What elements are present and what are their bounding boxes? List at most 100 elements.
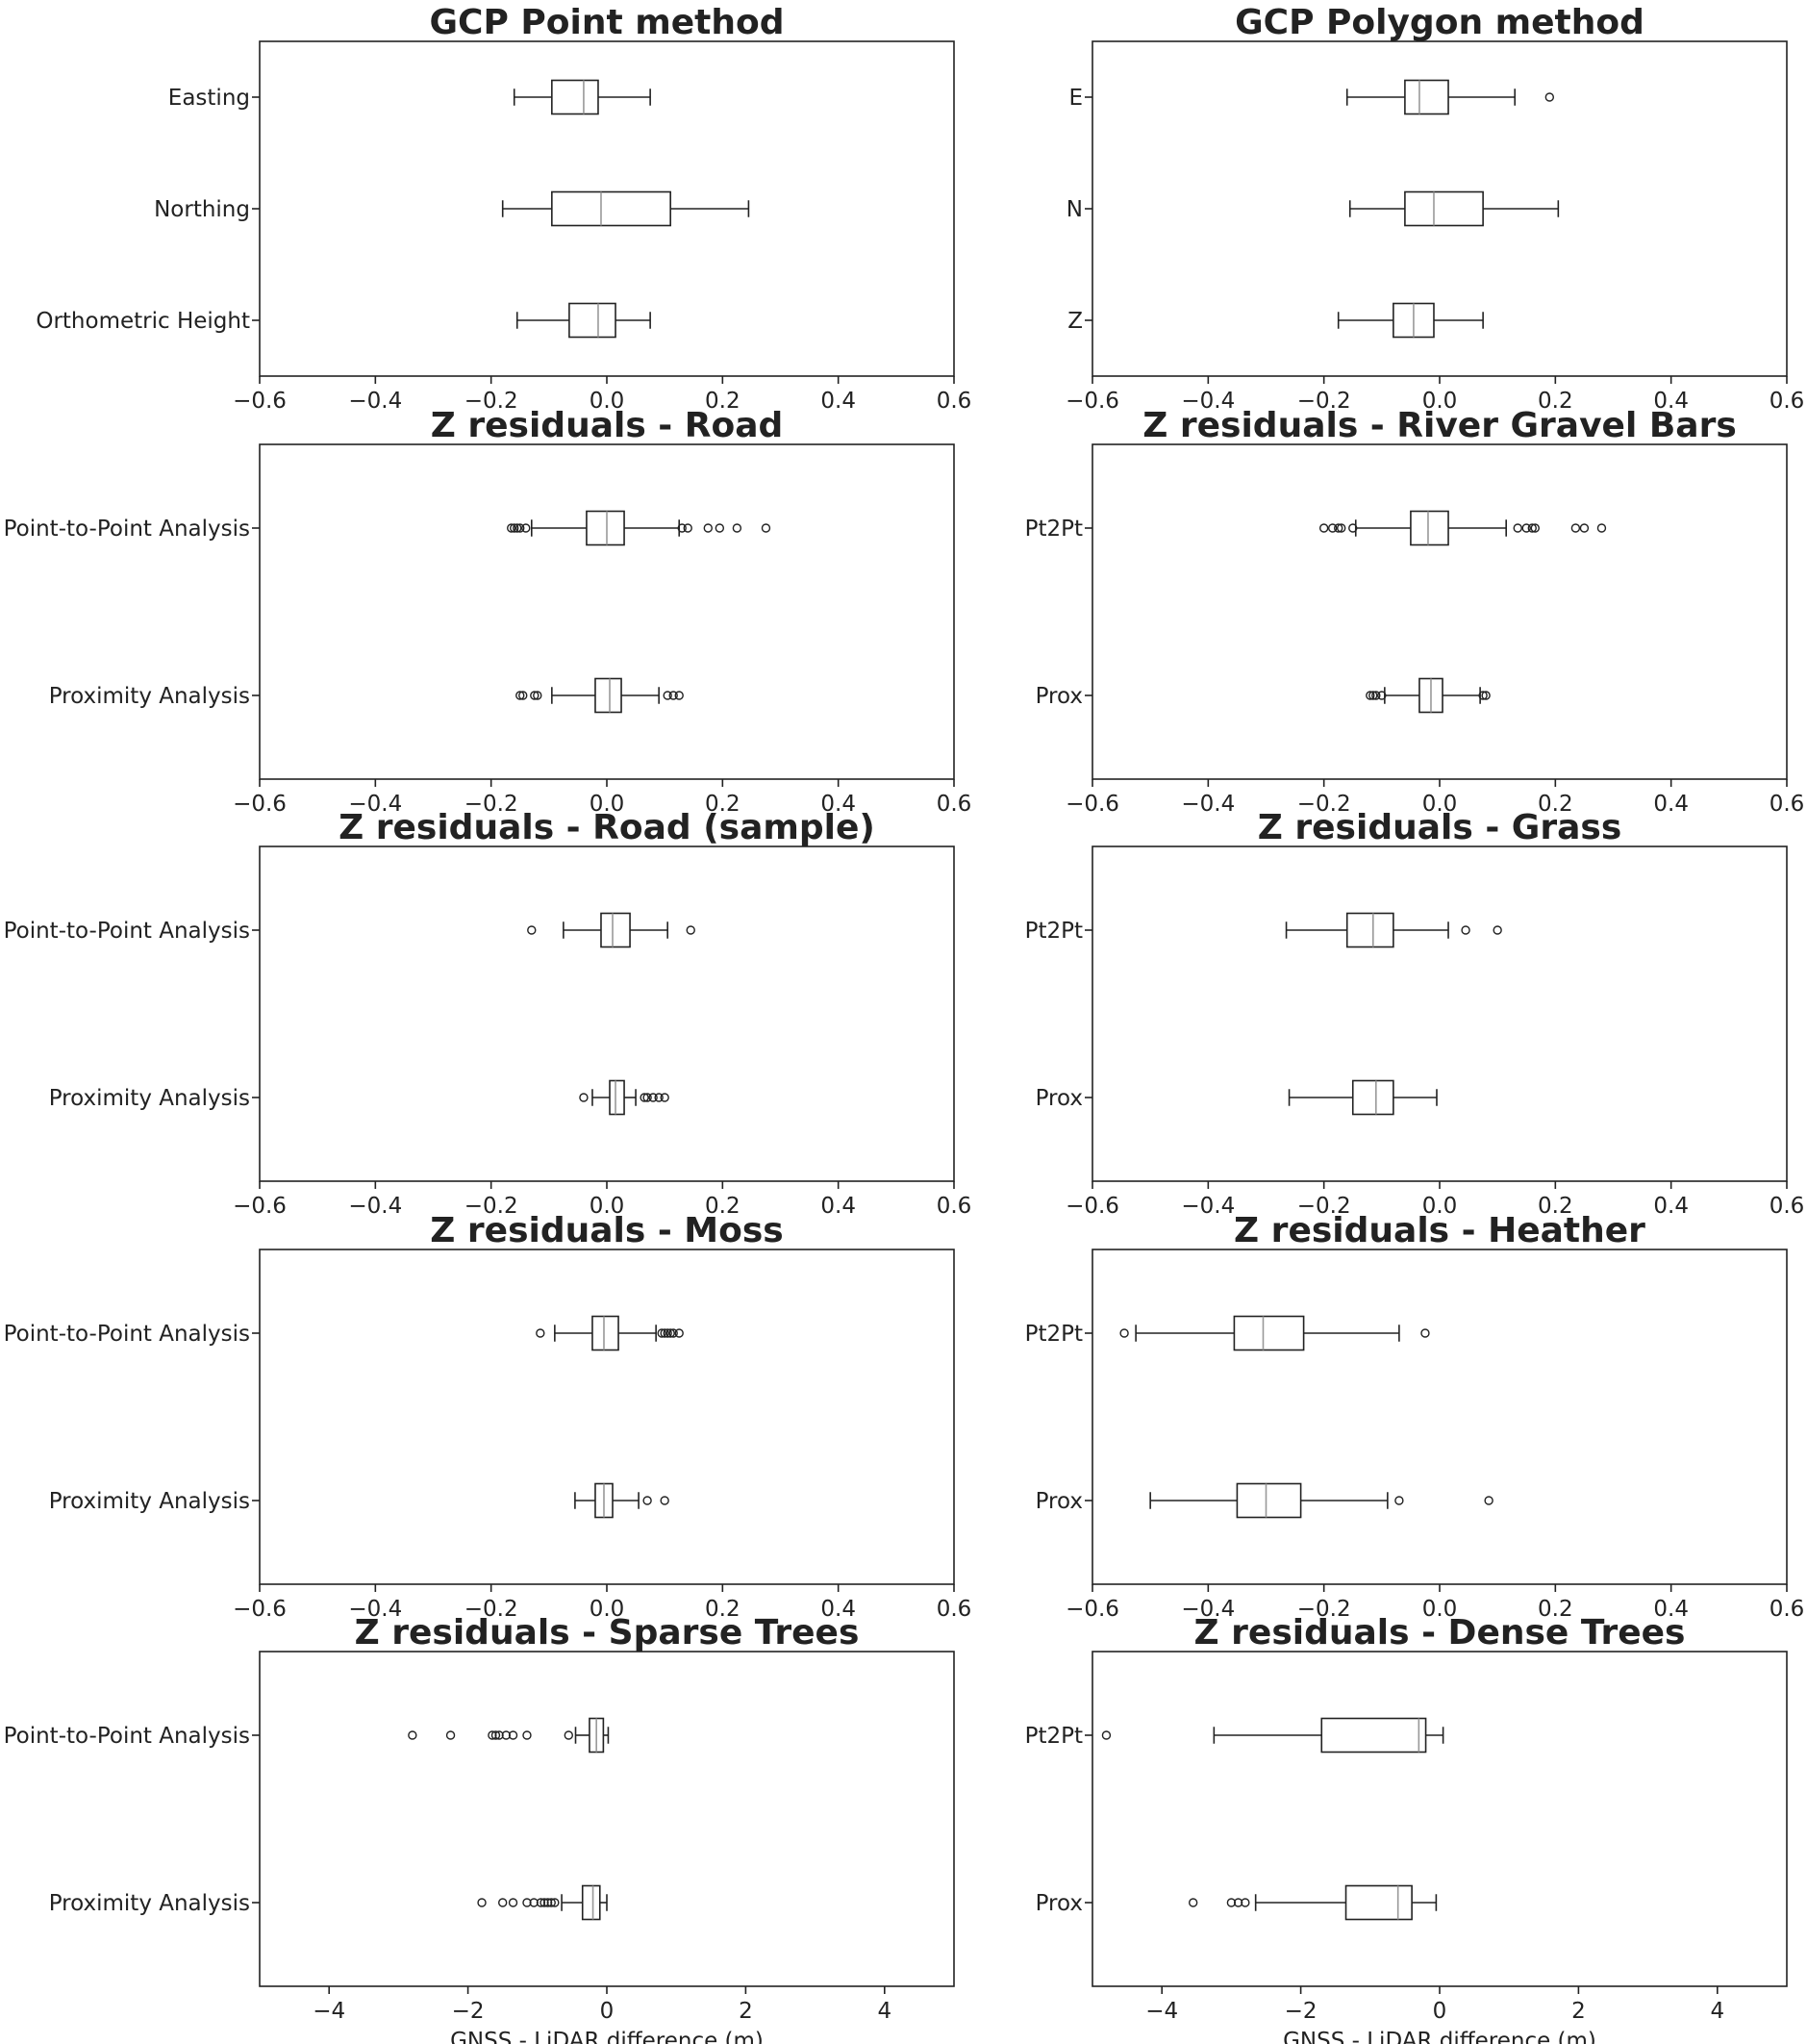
axes-frame (259, 1249, 955, 1585)
panel-3: Z residuals - Road −0.6 −0.4 −0.2 0.0 0.2 0.4 0… (4, 406, 972, 817)
outlier-point (521, 523, 531, 533)
x-tick-label: −4 (313, 1999, 345, 2024)
x-tick-label: −0.4 (348, 389, 402, 414)
axes-frame (259, 845, 955, 1182)
outlier-point (1493, 925, 1502, 935)
x-tick-label: 0.6 (1769, 792, 1805, 817)
x-tick-label: −0.2 (464, 792, 518, 817)
x-tick-label: 0.4 (820, 389, 856, 414)
category-label: Northing (154, 197, 250, 222)
outlier-point (660, 1093, 669, 1102)
outlier-point (522, 1898, 532, 1907)
x-tick-label: −0.6 (1066, 389, 1119, 414)
panel-7: Z residuals - Moss −0.6 −0.4 −0.2 0.0 0.2 0.4 0… (4, 1211, 972, 1622)
outlier-point (657, 1328, 666, 1338)
x-tick-label: −0.4 (348, 792, 402, 817)
x-tick-label: −0.4 (1181, 792, 1235, 817)
panel-title: GCP Polygon method (1235, 3, 1644, 42)
x-tick-label: −0.6 (1066, 1194, 1119, 1219)
x-tick-label: −2 (452, 1999, 485, 2024)
iqr-box (1404, 79, 1449, 115)
x-tick-label: −0.2 (464, 1597, 518, 1622)
iqr-box (586, 510, 625, 546)
x-tick-label: −0.4 (348, 1597, 402, 1622)
x-tick-label: −4 (1145, 1999, 1178, 2024)
outlier-point (1366, 691, 1375, 700)
x-tick-label: 0.2 (1538, 1597, 1573, 1622)
iqr-box (1351, 1079, 1394, 1116)
iqr-box (551, 190, 671, 227)
outlier-point (542, 1898, 553, 1907)
outlier-point (1233, 1898, 1243, 1907)
iqr-box (581, 1884, 601, 1921)
category-label: Orthometric Height (36, 309, 250, 334)
x-tick-label: −0.6 (233, 389, 287, 414)
category-label: Proximity Analysis (49, 1489, 250, 1514)
outlier-point (732, 523, 742, 533)
x-tick-label: −0.6 (233, 1597, 287, 1622)
panel-2: GCP Polygon method −0.6 −0.4 −0.2 0.0 0.2 0.4 0… (1066, 3, 1804, 414)
outlier-point (445, 1730, 456, 1740)
outlier-point (488, 1730, 497, 1740)
category-label: Easting (168, 86, 250, 111)
category-label: Prox (1036, 1489, 1083, 1514)
outlier-point (540, 1898, 549, 1907)
x-tick-label: −0.4 (1181, 1194, 1235, 1219)
x-tick-label: 0.0 (1422, 792, 1458, 817)
x-tick-label: −0.4 (348, 1194, 402, 1219)
outlier-point (660, 1496, 669, 1505)
x-tick-label: 0.2 (705, 1597, 740, 1622)
x-tick-label: 0.0 (1422, 1597, 1458, 1622)
category-label: Prox (1036, 684, 1083, 709)
outlier-point (1348, 523, 1358, 533)
panel-1: GCP Point method −0.6 −0.4 −0.2 0.0 0.2 0.4 0.6… (36, 3, 971, 414)
category-label: Pt2Pt (1025, 1322, 1083, 1347)
category-label: Pt2Pt (1025, 517, 1083, 542)
panel-title: GCP Point method (430, 3, 785, 42)
x-tick-label: −0.6 (1066, 1597, 1119, 1622)
x-tick-label: −2 (1285, 1999, 1318, 2024)
outlier-point (501, 1730, 512, 1740)
box-1 (513, 79, 651, 115)
x-tick-label: −0.4 (1181, 389, 1235, 414)
outlier-point (1394, 1496, 1404, 1505)
outlier-point (663, 1328, 672, 1338)
outlier-point (490, 1730, 501, 1740)
x-tick-label: 0.4 (820, 1194, 856, 1219)
category-label: Point-to-Point Analysis (4, 1322, 250, 1347)
outlier-point (677, 523, 687, 533)
outlier-point (1368, 691, 1378, 700)
category-label: Point-to-Point Analysis (4, 517, 250, 542)
outlier-point (515, 523, 525, 533)
outlier-point (536, 1328, 545, 1338)
outlier-point (642, 1093, 652, 1102)
box-1 (527, 912, 695, 948)
panel-title: Z residuals - Grass (1258, 808, 1622, 847)
panel-4: Z residuals - River Gravel Bars −0.6 −0.4 −… (1025, 406, 1805, 817)
panel-title: Z residuals - Heather (1234, 1211, 1645, 1250)
outlier-point (1377, 691, 1387, 700)
outlier-point (1188, 1898, 1198, 1907)
axes-frame (1092, 1249, 1788, 1585)
outlier-point (703, 523, 713, 533)
x-tick-label: 0.2 (1538, 792, 1573, 817)
x-tick-label: 0.4 (820, 1597, 856, 1622)
outlier-point (550, 1898, 560, 1907)
box-2 (1348, 190, 1560, 227)
x-tick-label: 0.2 (1538, 1194, 1573, 1219)
outlier-point (1579, 523, 1590, 533)
panel-6: Z residuals - Grass −0.6 −0.4 −0.2 0.0 0.2 0.4… (1025, 808, 1805, 1219)
x-tick-label: 0.6 (937, 792, 972, 817)
x-tick-label: 0.4 (1653, 389, 1689, 414)
x-tick-label: 0.0 (590, 1194, 625, 1219)
panel-10: Z residuals - Dense Trees −4 −2 0 2 4 GNSS - L… (1025, 1613, 1788, 2044)
panel-title: Z residuals - Road (431, 406, 784, 445)
iqr-box (1345, 912, 1394, 948)
outlier-point (1226, 1898, 1237, 1907)
x-tick-label: −0.2 (1297, 1194, 1351, 1219)
box-2 (574, 1482, 669, 1519)
outlier-point (1119, 1328, 1129, 1338)
outlier-point (498, 1898, 508, 1907)
outlier-point (1334, 523, 1343, 533)
